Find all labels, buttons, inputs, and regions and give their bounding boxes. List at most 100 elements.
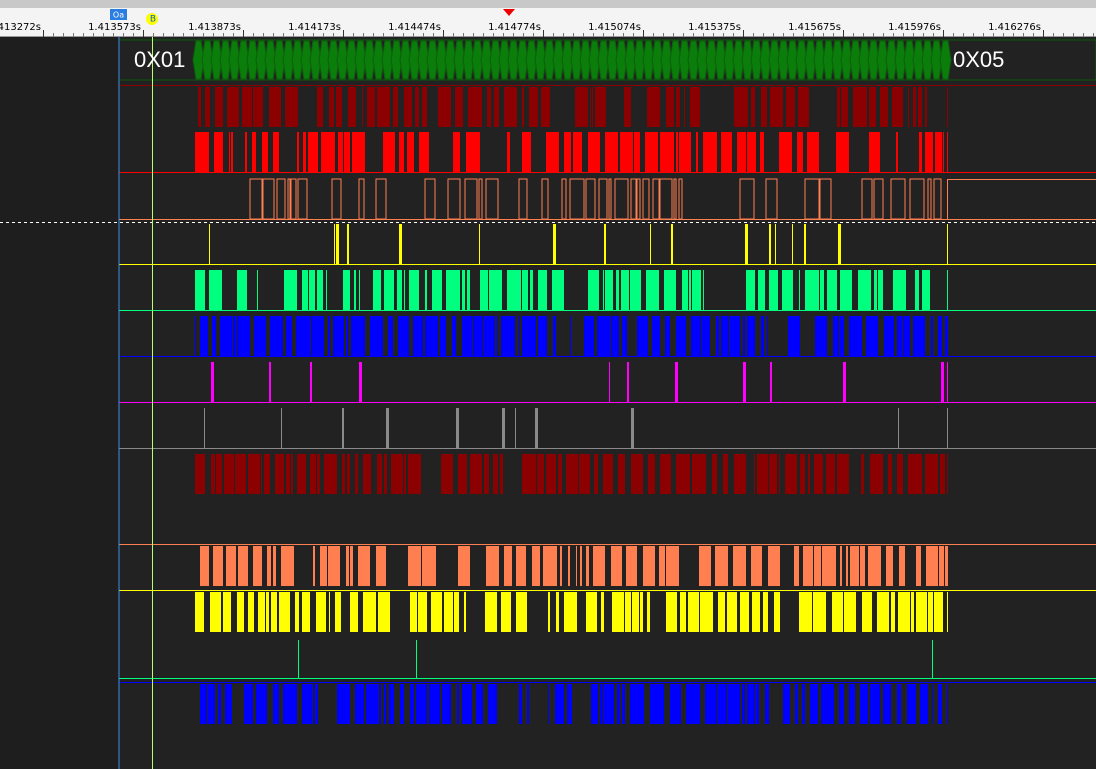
pulse: [425, 316, 438, 356]
pulse: [692, 270, 701, 310]
pulse: [718, 684, 727, 724]
marker-b[interactable]: [146, 13, 158, 25]
pulse: [227, 87, 239, 127]
pulse: [317, 270, 323, 310]
pulse: [295, 592, 299, 632]
pulse: [646, 270, 659, 310]
pulse: [870, 684, 880, 724]
pulse: [320, 546, 327, 586]
pulse: [846, 546, 848, 586]
pulse: [253, 546, 262, 586]
pulse: [504, 87, 517, 127]
channel-trace: [119, 316, 1096, 357]
pulse: [358, 546, 370, 586]
pulse: [688, 592, 699, 632]
pulse: [556, 592, 559, 632]
marker-a[interactable]: [110, 9, 127, 20]
pulse: [267, 546, 271, 586]
pulse: [329, 592, 330, 632]
pulse: [507, 270, 521, 310]
pulse: [397, 270, 402, 310]
pulse: [896, 132, 898, 172]
pulse: [352, 132, 365, 172]
pulse: [386, 408, 389, 448]
pulse: [310, 454, 316, 494]
pulse: [334, 224, 335, 264]
pulse: [785, 454, 797, 494]
trigger-marker[interactable]: [503, 9, 515, 16]
pulse: [595, 87, 606, 127]
pulse: [454, 592, 459, 632]
pulse: [770, 362, 772, 402]
pulse: [756, 684, 759, 724]
pulse: [597, 316, 610, 356]
pulse: [337, 684, 350, 724]
pulse: [393, 87, 398, 127]
channel-trace: [119, 270, 1096, 311]
pulse: [770, 87, 783, 127]
pulse: [398, 316, 409, 356]
pulse: [317, 454, 320, 494]
ruler-tick-label: 1.413573s: [88, 22, 141, 33]
pulse: [269, 362, 271, 402]
pulse: [747, 132, 756, 172]
pulse: [245, 132, 247, 172]
pulse: [588, 132, 600, 172]
pulse: [783, 684, 790, 724]
pulse: [892, 87, 903, 127]
pulse: [568, 546, 570, 586]
pulse: [751, 546, 762, 586]
pulse: [261, 454, 262, 494]
time-ruler[interactable]: [0, 8, 1096, 37]
pulse: [375, 178, 387, 220]
pulse: [897, 316, 902, 356]
pulse: [838, 224, 841, 264]
pulse: [489, 270, 502, 310]
pulse: [586, 592, 597, 632]
pulse: [630, 178, 637, 220]
pulse: [211, 454, 215, 494]
bus-start-value: 0X01: [134, 47, 185, 72]
pulse: [843, 362, 846, 402]
pulse: [455, 87, 463, 127]
pulse: [751, 87, 755, 127]
pulse: [296, 316, 310, 356]
pulse: [546, 132, 559, 172]
pulse: [541, 178, 549, 220]
pulse: [279, 592, 290, 632]
pulse: [256, 684, 267, 724]
pulse: [652, 316, 660, 356]
pulse: [464, 592, 466, 632]
pulse: [383, 132, 395, 172]
marker-a-label: Oa: [113, 11, 124, 20]
pulse: [527, 684, 529, 724]
pulse: [611, 316, 619, 356]
pulse: [665, 316, 670, 356]
pulse: [262, 132, 268, 172]
pulse: [925, 132, 933, 172]
pulse: [630, 270, 641, 310]
pulse: [507, 132, 510, 172]
pulse: [244, 684, 253, 724]
pulse: [913, 87, 916, 127]
pulse: [438, 87, 451, 127]
pulse: [370, 316, 383, 356]
pulse: [869, 87, 876, 127]
pulse: [273, 684, 279, 724]
pulse: [827, 270, 837, 310]
pulse: [807, 132, 819, 172]
pulse: [752, 592, 760, 632]
pulse: [347, 224, 349, 264]
pulse: [399, 224, 402, 264]
pulse: [200, 546, 209, 586]
pulse: [212, 316, 216, 356]
pulse: [224, 454, 234, 494]
pulse: [233, 316, 236, 356]
pulse: [747, 316, 755, 356]
pulse: [799, 270, 800, 310]
pulse: [209, 270, 222, 310]
pulse: [934, 592, 943, 632]
pulse: [743, 362, 746, 402]
pulse: [614, 178, 629, 220]
